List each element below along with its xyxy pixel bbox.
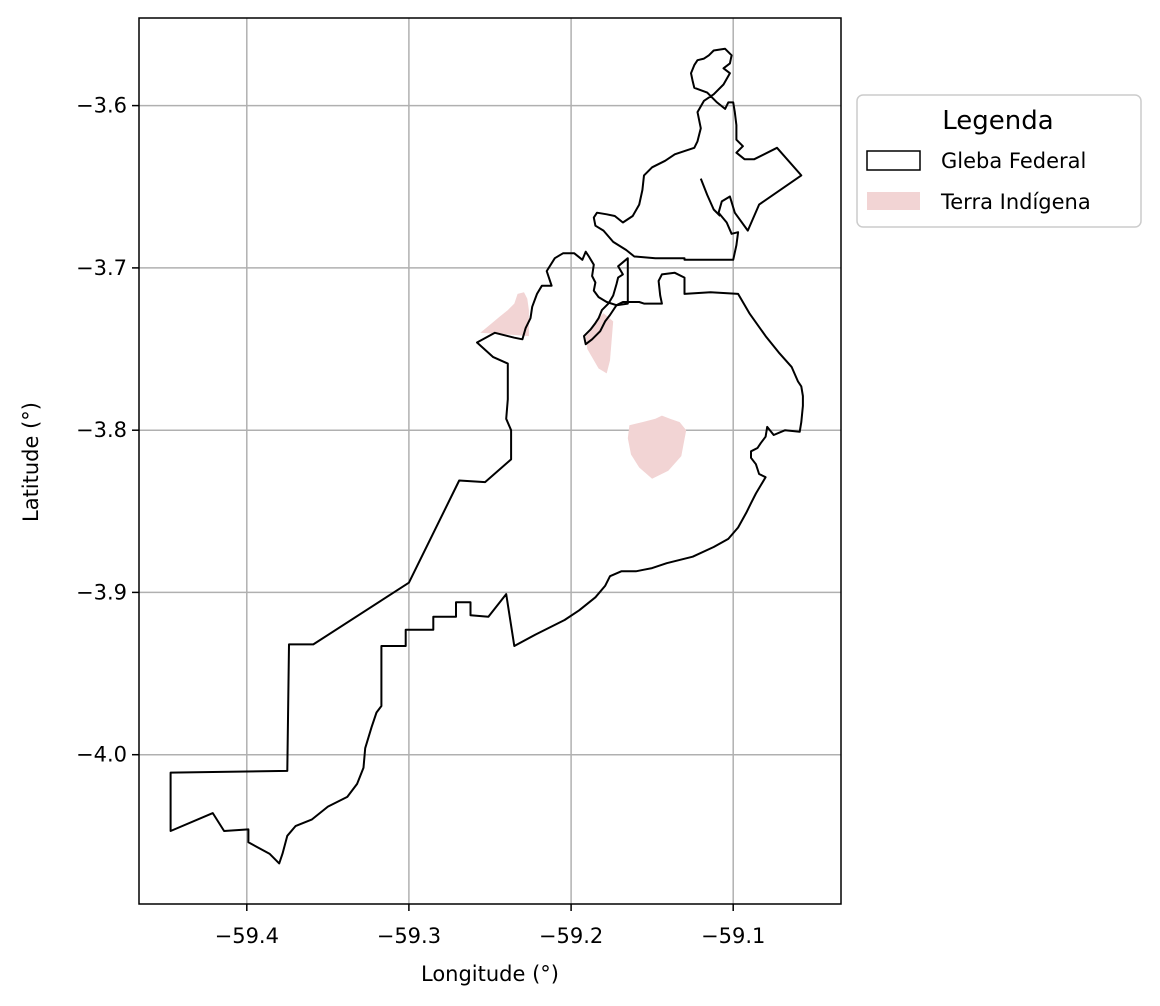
x-tick-label: −59.1	[701, 924, 765, 948]
y-axis-label: Latitude (°)	[19, 402, 43, 522]
legend-box	[856, 94, 1142, 228]
gleba-federal-boundary	[592, 47, 803, 261]
y-axis-ticks: −3.6 −3.7 −3.8 −3.9 −4.0	[76, 94, 139, 767]
y-tick-label: −3.6	[76, 94, 127, 118]
grid-lines	[139, 18, 841, 904]
legend-title: Legenda	[942, 106, 1053, 136]
x-axis-ticks: −59.4 −59.3 −59.2 −59.1	[215, 904, 765, 948]
x-tick-label: −59.3	[377, 924, 441, 948]
legend-swatch-terra-indigena	[867, 192, 920, 210]
gleba-federal-boundary	[169, 250, 804, 865]
y-tick-label: −3.9	[76, 580, 127, 604]
x-tick-label: −59.2	[539, 924, 603, 948]
legend-label-terra-indigena: Terra Indígena	[940, 190, 1091, 214]
y-tick-label: −3.8	[76, 418, 127, 442]
gleba-federal-layer	[169, 47, 804, 865]
gleba-federal-boundary	[699, 178, 721, 217]
x-axis-label: Longitude (°)	[421, 962, 559, 986]
terra-indigena-area	[585, 313, 614, 374]
x-tick-label: −59.4	[215, 924, 279, 948]
y-tick-label: −3.7	[76, 256, 127, 280]
legend: Legenda Gleba Federal Terra Indígena	[856, 94, 1142, 228]
axes-frame	[138, 17, 842, 905]
y-tick-label: −4.0	[76, 743, 127, 767]
terra-indigena-area	[627, 415, 687, 479]
legend-label-gleba-federal: Gleba Federal	[941, 149, 1086, 173]
terra-indigena-area	[480, 292, 529, 337]
gleba-federal-boundary	[583, 257, 629, 346]
legend-swatch-gleba-federal	[866, 150, 921, 171]
terra-indigena-layer	[480, 292, 687, 479]
